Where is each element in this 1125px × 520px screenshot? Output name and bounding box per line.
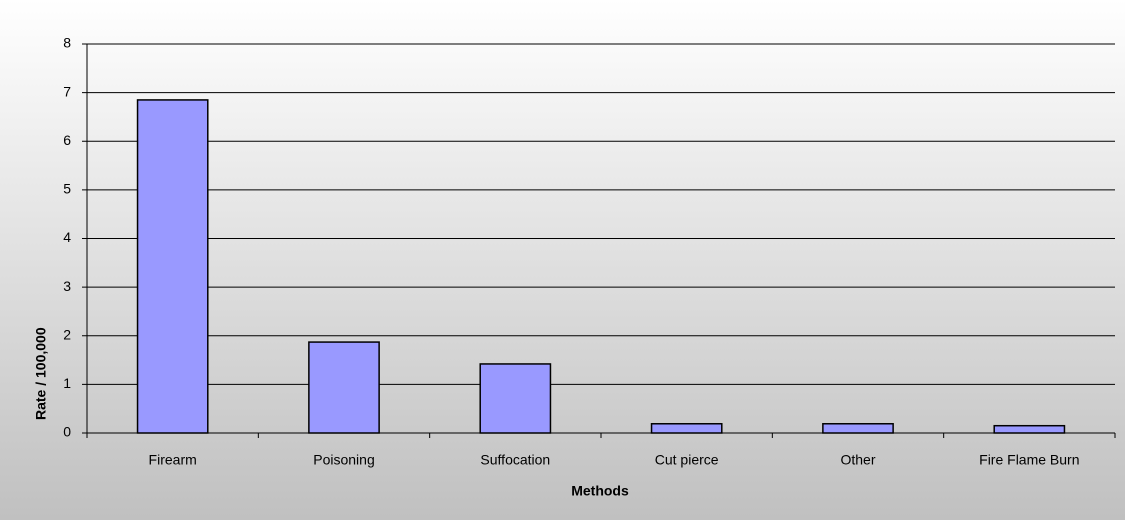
y-tick-label: 5 [63, 181, 71, 197]
x-tick-label: Poisoning [313, 452, 375, 468]
y-tick-label: 6 [63, 132, 71, 148]
x-tick-label: Firearm [149, 452, 197, 468]
y-tick-label: 0 [63, 424, 71, 440]
y-tick-label: 8 [63, 35, 71, 51]
bar [136, 99, 209, 434]
y-tick-label: 4 [63, 229, 71, 245]
bar [308, 341, 380, 434]
y-tick-label: 2 [63, 326, 71, 342]
x-tick-label: Other [840, 452, 875, 468]
y-axis-label: Rate / 100,000 [33, 327, 49, 420]
x-tick-label: Fire Flame Burn [979, 452, 1079, 468]
bar [822, 423, 894, 434]
x-axis-label: Methods [571, 483, 629, 499]
y-tick-label: 1 [63, 375, 71, 391]
y-tick-label: 3 [63, 278, 71, 294]
bar [993, 424, 1066, 434]
x-tick-label: Cut pierce [655, 452, 719, 468]
y-tick-label: 7 [63, 83, 71, 99]
bar [479, 363, 552, 434]
x-tick-label: Suffocation [480, 452, 550, 468]
bar [650, 423, 723, 434]
